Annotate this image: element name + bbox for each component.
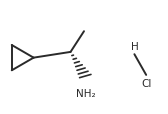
Text: NH₂: NH₂	[76, 88, 95, 98]
Text: H: H	[131, 42, 138, 52]
Text: Cl: Cl	[141, 78, 151, 88]
